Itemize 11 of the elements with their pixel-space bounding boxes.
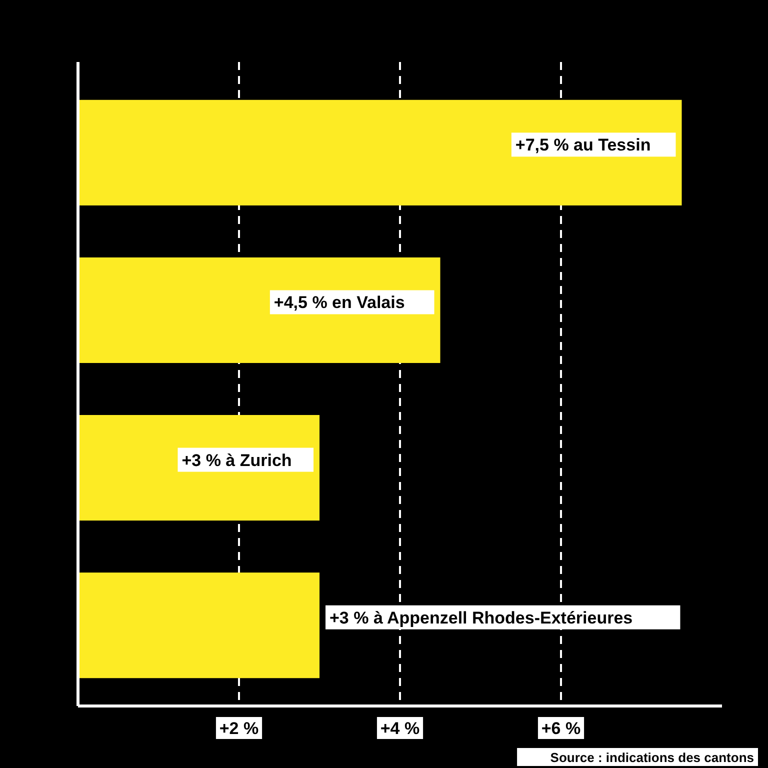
source-note: Source : indications des cantons xyxy=(550,750,754,765)
x-tick-label: +6 % xyxy=(541,719,581,738)
data-label: +3 % à Appenzell Rhodes-Extérieures xyxy=(330,608,633,628)
x-tick-label: +2 % xyxy=(219,719,259,738)
data-label: +3 % à Zurich xyxy=(182,450,292,470)
bar xyxy=(78,572,320,678)
data-label: +4,5 % en Valais xyxy=(274,293,405,312)
data-label: +7,5 % au Tessin xyxy=(515,136,651,155)
bar xyxy=(78,100,682,206)
bar xyxy=(78,257,440,364)
x-tick-label: +4 % xyxy=(380,719,420,738)
